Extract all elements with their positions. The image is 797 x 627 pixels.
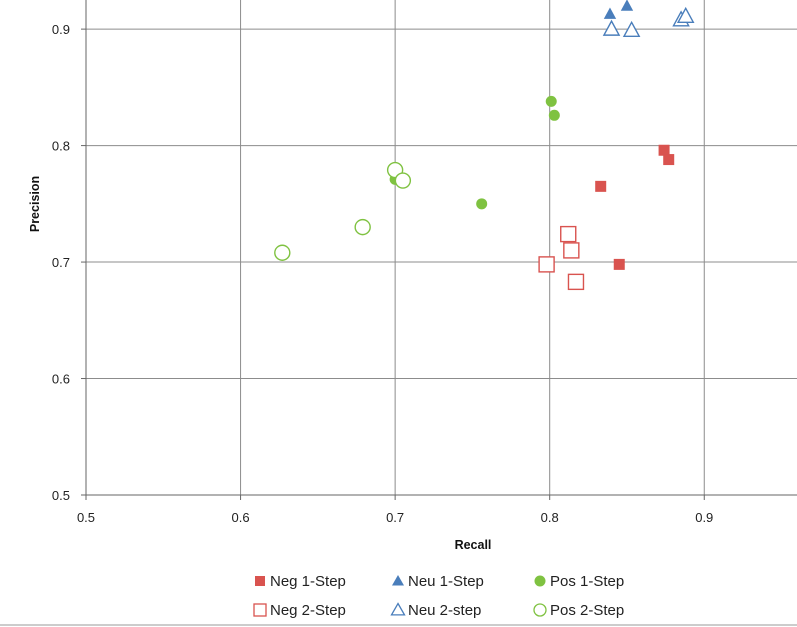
legend-label-neg-2-step: Neg 2-Step bbox=[270, 602, 346, 619]
point-neg-1-step bbox=[613, 258, 625, 270]
point-neu-1-step bbox=[620, 0, 634, 11]
legend-item-neu-1-step: Neu 1-Step bbox=[392, 573, 484, 590]
legend-label-neu-1-step: Neu 1-Step bbox=[408, 573, 484, 590]
y-tick-label: 0.6 bbox=[52, 372, 70, 387]
x-tick-label: 0.5 bbox=[77, 510, 95, 525]
point-neu-1-step bbox=[603, 7, 617, 19]
legend-label-neu-2-step: Neu 2-step bbox=[408, 602, 481, 619]
point-neu-2-step bbox=[602, 19, 621, 36]
x-tick-label: 0.9 bbox=[695, 510, 713, 525]
x-axis-label: Recall bbox=[455, 538, 492, 552]
point-pos-2-step bbox=[394, 172, 412, 189]
y-tick-label: 0.5 bbox=[52, 488, 70, 503]
legend-item-pos-2-step: Pos 2-Step bbox=[533, 602, 624, 619]
x-tick-label: 0.8 bbox=[541, 510, 559, 525]
point-pos-1-step bbox=[548, 109, 560, 121]
legend-marker-neu-1-step bbox=[392, 575, 404, 586]
tick-labels: 0.5 0.6 0.7 0.8 0.9 0.5 0.6 0.7 0.8 0.9 bbox=[52, 22, 713, 525]
point-pos-2-step bbox=[354, 218, 371, 236]
point-neg-2-step bbox=[567, 273, 585, 291]
point-pos-1-step bbox=[545, 95, 557, 107]
legend-item-pos-1-step: Pos 1-Step bbox=[534, 573, 624, 590]
legend-label-pos-2-step: Pos 2-Step bbox=[550, 602, 624, 619]
y-tick-label: 0.9 bbox=[52, 22, 70, 37]
point-neg-2-step bbox=[538, 256, 555, 273]
point-neu-2-step bbox=[676, 6, 695, 24]
legend-item-neg-1-step: Neg 1-Step bbox=[255, 573, 346, 590]
legend-marker-pos-2-step bbox=[533, 603, 547, 617]
x-tick-label: 0.6 bbox=[232, 510, 250, 525]
data-points bbox=[274, 0, 695, 291]
legend-marker-neg-1-step bbox=[255, 576, 265, 586]
legend-marker-pos-1-step bbox=[534, 575, 546, 587]
legend-item-neg-2-step: Neg 2-Step bbox=[253, 602, 346, 619]
legend: Neg 1-Step Neu 1-Step Pos 1-Step Neg 2-Step… bbox=[253, 573, 624, 619]
point-neg-1-step bbox=[595, 180, 607, 192]
legend-marker-neg-2-step bbox=[253, 603, 267, 617]
point-neg-1-step bbox=[663, 154, 675, 166]
y-tick-label: 0.8 bbox=[52, 139, 70, 154]
point-neg-2-step bbox=[560, 225, 577, 243]
point-neg-2-step bbox=[563, 242, 580, 259]
grid-lines bbox=[86, 0, 797, 495]
point-pos-2-step bbox=[274, 244, 291, 261]
legend-label-neg-1-step: Neg 1-Step bbox=[270, 573, 346, 590]
legend-label-pos-1-step: Pos 1-Step bbox=[550, 573, 624, 590]
axes bbox=[81, 0, 797, 500]
x-tick-label: 0.7 bbox=[386, 510, 404, 525]
point-neu-2-step bbox=[622, 20, 641, 37]
y-axis-label: Precision bbox=[28, 176, 42, 232]
point-pos-1-step bbox=[476, 198, 488, 210]
legend-marker-neu-2-step bbox=[390, 602, 406, 616]
point-neg-1-step bbox=[658, 144, 670, 156]
y-tick-label: 0.7 bbox=[52, 255, 70, 270]
legend-item-neu-2-step: Neu 2-step bbox=[390, 602, 481, 619]
